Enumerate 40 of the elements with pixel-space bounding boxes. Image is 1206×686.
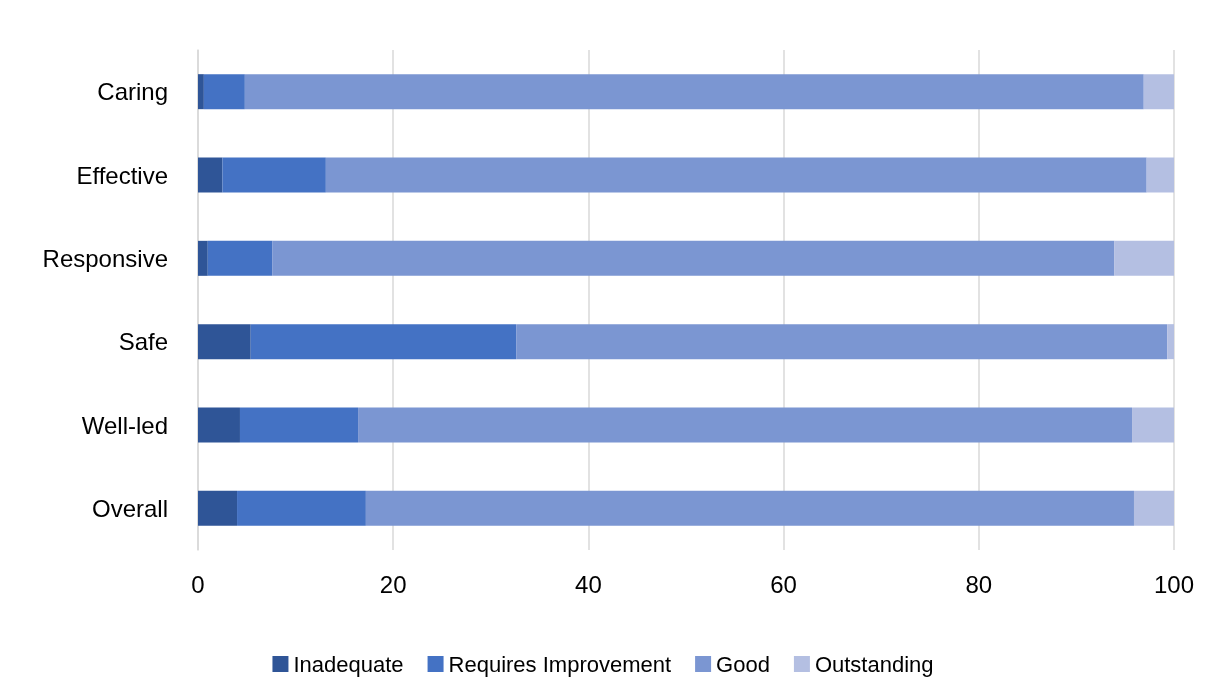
bar — [237, 490, 366, 526]
bar — [203, 74, 245, 110]
x-tick-label: 0 — [191, 570, 205, 598]
bar — [516, 324, 1168, 360]
bar — [198, 490, 238, 526]
bar — [198, 407, 240, 443]
bar — [1132, 407, 1174, 443]
y-tick-label: Overall — [91, 494, 168, 522]
bar — [358, 407, 1133, 443]
bar — [207, 240, 273, 276]
x-tick-label: 80 — [965, 570, 993, 598]
y-tick-label: Caring — [97, 78, 168, 106]
legend-label: Good — [716, 651, 770, 677]
bar — [1167, 324, 1174, 360]
bar — [198, 157, 223, 193]
bar — [1133, 490, 1174, 526]
bar — [222, 157, 326, 193]
x-tick-label: 60 — [770, 570, 797, 598]
legend-label: Requires Improvement — [448, 651, 672, 677]
bar — [272, 240, 1115, 276]
bar — [1143, 74, 1174, 110]
bar — [365, 490, 1134, 526]
bar — [325, 157, 1147, 193]
bar — [1114, 240, 1174, 276]
y-tick-label: Well-led — [81, 411, 168, 439]
y-tick-label: Responsive — [42, 244, 168, 272]
y-tick-label: Safe — [118, 328, 168, 356]
y-tick-label: Effective — [76, 161, 168, 189]
bar — [244, 74, 1144, 110]
bar — [1146, 157, 1174, 193]
bar — [239, 407, 359, 443]
legend-label: Outstanding — [814, 651, 934, 677]
x-tick-label: 100 — [1153, 570, 1195, 598]
bar — [250, 324, 517, 360]
legend-label: Inadequate — [293, 651, 404, 677]
bar — [198, 324, 251, 360]
bar — [198, 74, 204, 110]
x-tick-label: 40 — [575, 570, 602, 598]
x-tick-label: 20 — [379, 570, 407, 598]
bar — [198, 240, 208, 276]
